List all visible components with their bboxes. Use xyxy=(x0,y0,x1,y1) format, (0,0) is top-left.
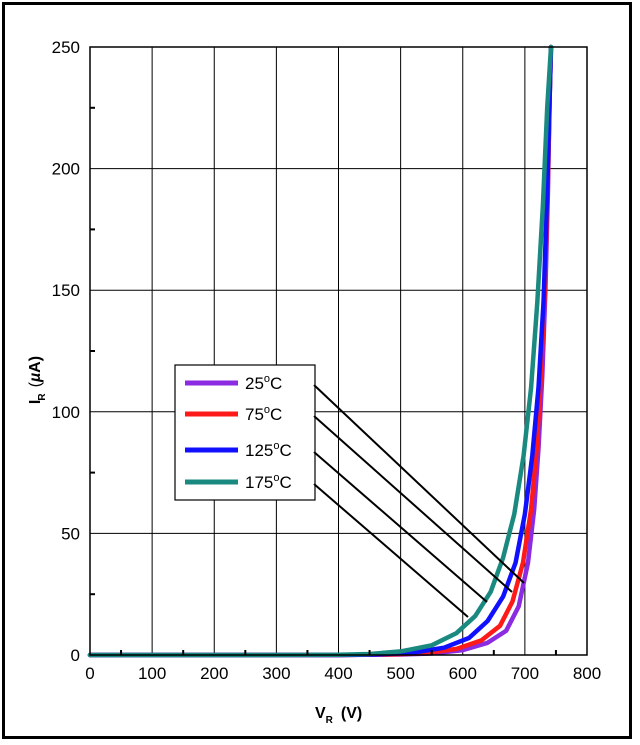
y-tick-label-100: 100 xyxy=(52,403,80,422)
y-axis-title: IR (µA) xyxy=(27,356,48,404)
series-line-3 xyxy=(87,44,554,658)
x-tick-label-100: 100 xyxy=(138,664,166,683)
x-tick-label-200: 200 xyxy=(200,664,228,683)
legend-label-1: 75oC xyxy=(245,404,282,424)
y-axis-title-unit-open: ( xyxy=(27,381,44,387)
x-axis-title: VR (V) xyxy=(315,705,362,726)
x-tick-label-400: 400 xyxy=(324,664,352,683)
legend-pointer-3 xyxy=(313,483,469,618)
legend-box xyxy=(174,364,316,501)
y-tick-label-50: 50 xyxy=(61,524,80,543)
legend-label-3: 175oC xyxy=(245,472,292,492)
y-axis-title-sub: R xyxy=(37,393,48,401)
x-axis-title-main: V xyxy=(315,705,326,722)
legend-pointer-2 xyxy=(313,451,488,603)
y-tick-label-200: 200 xyxy=(52,160,80,179)
legend-pointer-0 xyxy=(313,384,525,584)
axis-ticks: 0 100 200 300 400 500 600 700 800 0 50 100 150 200 250 xyxy=(52,38,602,683)
legend-pointer-1 xyxy=(313,415,513,593)
series-layer xyxy=(87,44,554,658)
legend-label-0: 25oC xyxy=(245,373,282,393)
legend: 25oC 75oC 125oC 175oC xyxy=(174,364,525,618)
x-tick-label-300: 300 xyxy=(262,664,290,683)
y-tick-label-250: 250 xyxy=(52,38,80,57)
legend-label-2: 125oC xyxy=(245,440,292,460)
series-line-1 xyxy=(87,44,554,658)
x-tick-label-0: 0 xyxy=(85,664,94,683)
x-tick-label-600: 600 xyxy=(449,664,477,683)
x-tick-label-800: 800 xyxy=(573,664,601,683)
chart-frame xyxy=(2,2,632,739)
series-line-2 xyxy=(87,44,554,658)
x-axis-title-unit: (V) xyxy=(341,705,362,722)
x-tick-label-500: 500 xyxy=(386,664,414,683)
y-axis-title-main: I xyxy=(27,400,44,404)
x-axis-title-sub: R xyxy=(326,715,334,726)
y-axis-title-unit-rest: A) xyxy=(27,356,44,373)
grid xyxy=(89,46,588,656)
series-line-0 xyxy=(87,44,554,658)
y-axis-title-unit-greek: µ xyxy=(27,373,44,383)
y-tick-label-150: 150 xyxy=(52,281,80,300)
y-tick-label-0: 0 xyxy=(71,646,80,665)
x-tick-label-700: 700 xyxy=(511,664,539,683)
